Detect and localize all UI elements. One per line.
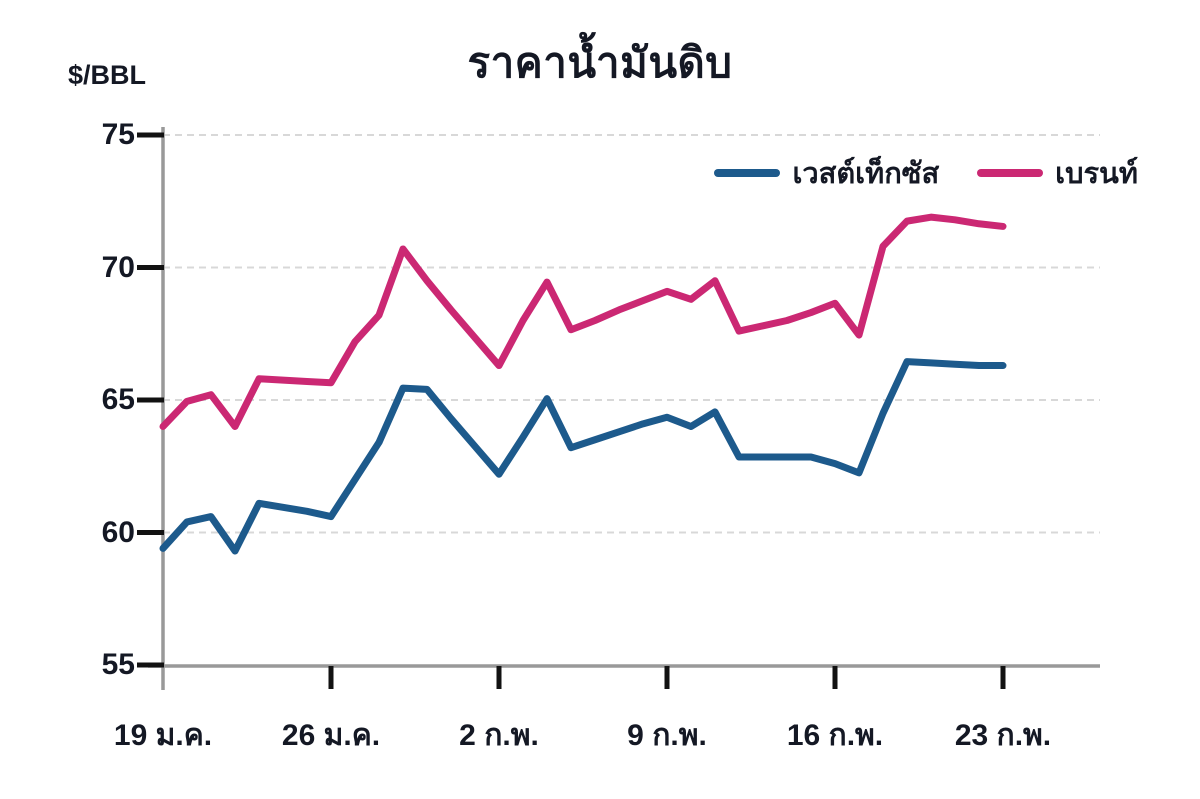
legend-label-brent: เบรนท์: [1055, 158, 1138, 190]
x-tick-label: 26 ม.ค.: [281, 719, 381, 752]
x-tick-label: 23 ก.พ.: [954, 719, 1052, 752]
y-tick-label: 65: [101, 383, 135, 416]
legend-label-west-texas: เวสต์เท็กซัส: [792, 158, 940, 190]
x-tick-label: 2 ก.พ.: [459, 719, 539, 752]
x-tick-label: 19 ม.ค.: [113, 719, 213, 752]
x-tick-label: 9 ก.พ.: [627, 719, 707, 752]
brent-line-swatch: [977, 169, 1044, 177]
legend-item-west-texas: เวสต์เท็กซัส: [714, 150, 939, 196]
chart-title: ราคาน้ำมันดิบ: [467, 39, 733, 86]
y-axis-unit-label: $/BBL: [68, 60, 147, 90]
series-line-brent: [159, 213, 1007, 430]
legend-item-brent: เบรนท์: [977, 150, 1138, 196]
legend: เวสต์เท็กซัส เบรนท์: [714, 150, 1138, 196]
west-texas-line-swatch: [714, 169, 781, 177]
y-tick-label: 70: [101, 250, 135, 284]
x-tick-label: 16 ก.พ.: [786, 719, 884, 752]
y-tick-label: 55: [101, 648, 135, 681]
y-tick-label: 75: [101, 118, 135, 151]
y-tick-label: 60: [101, 515, 135, 549]
series-line-west-texas: [159, 358, 1007, 555]
